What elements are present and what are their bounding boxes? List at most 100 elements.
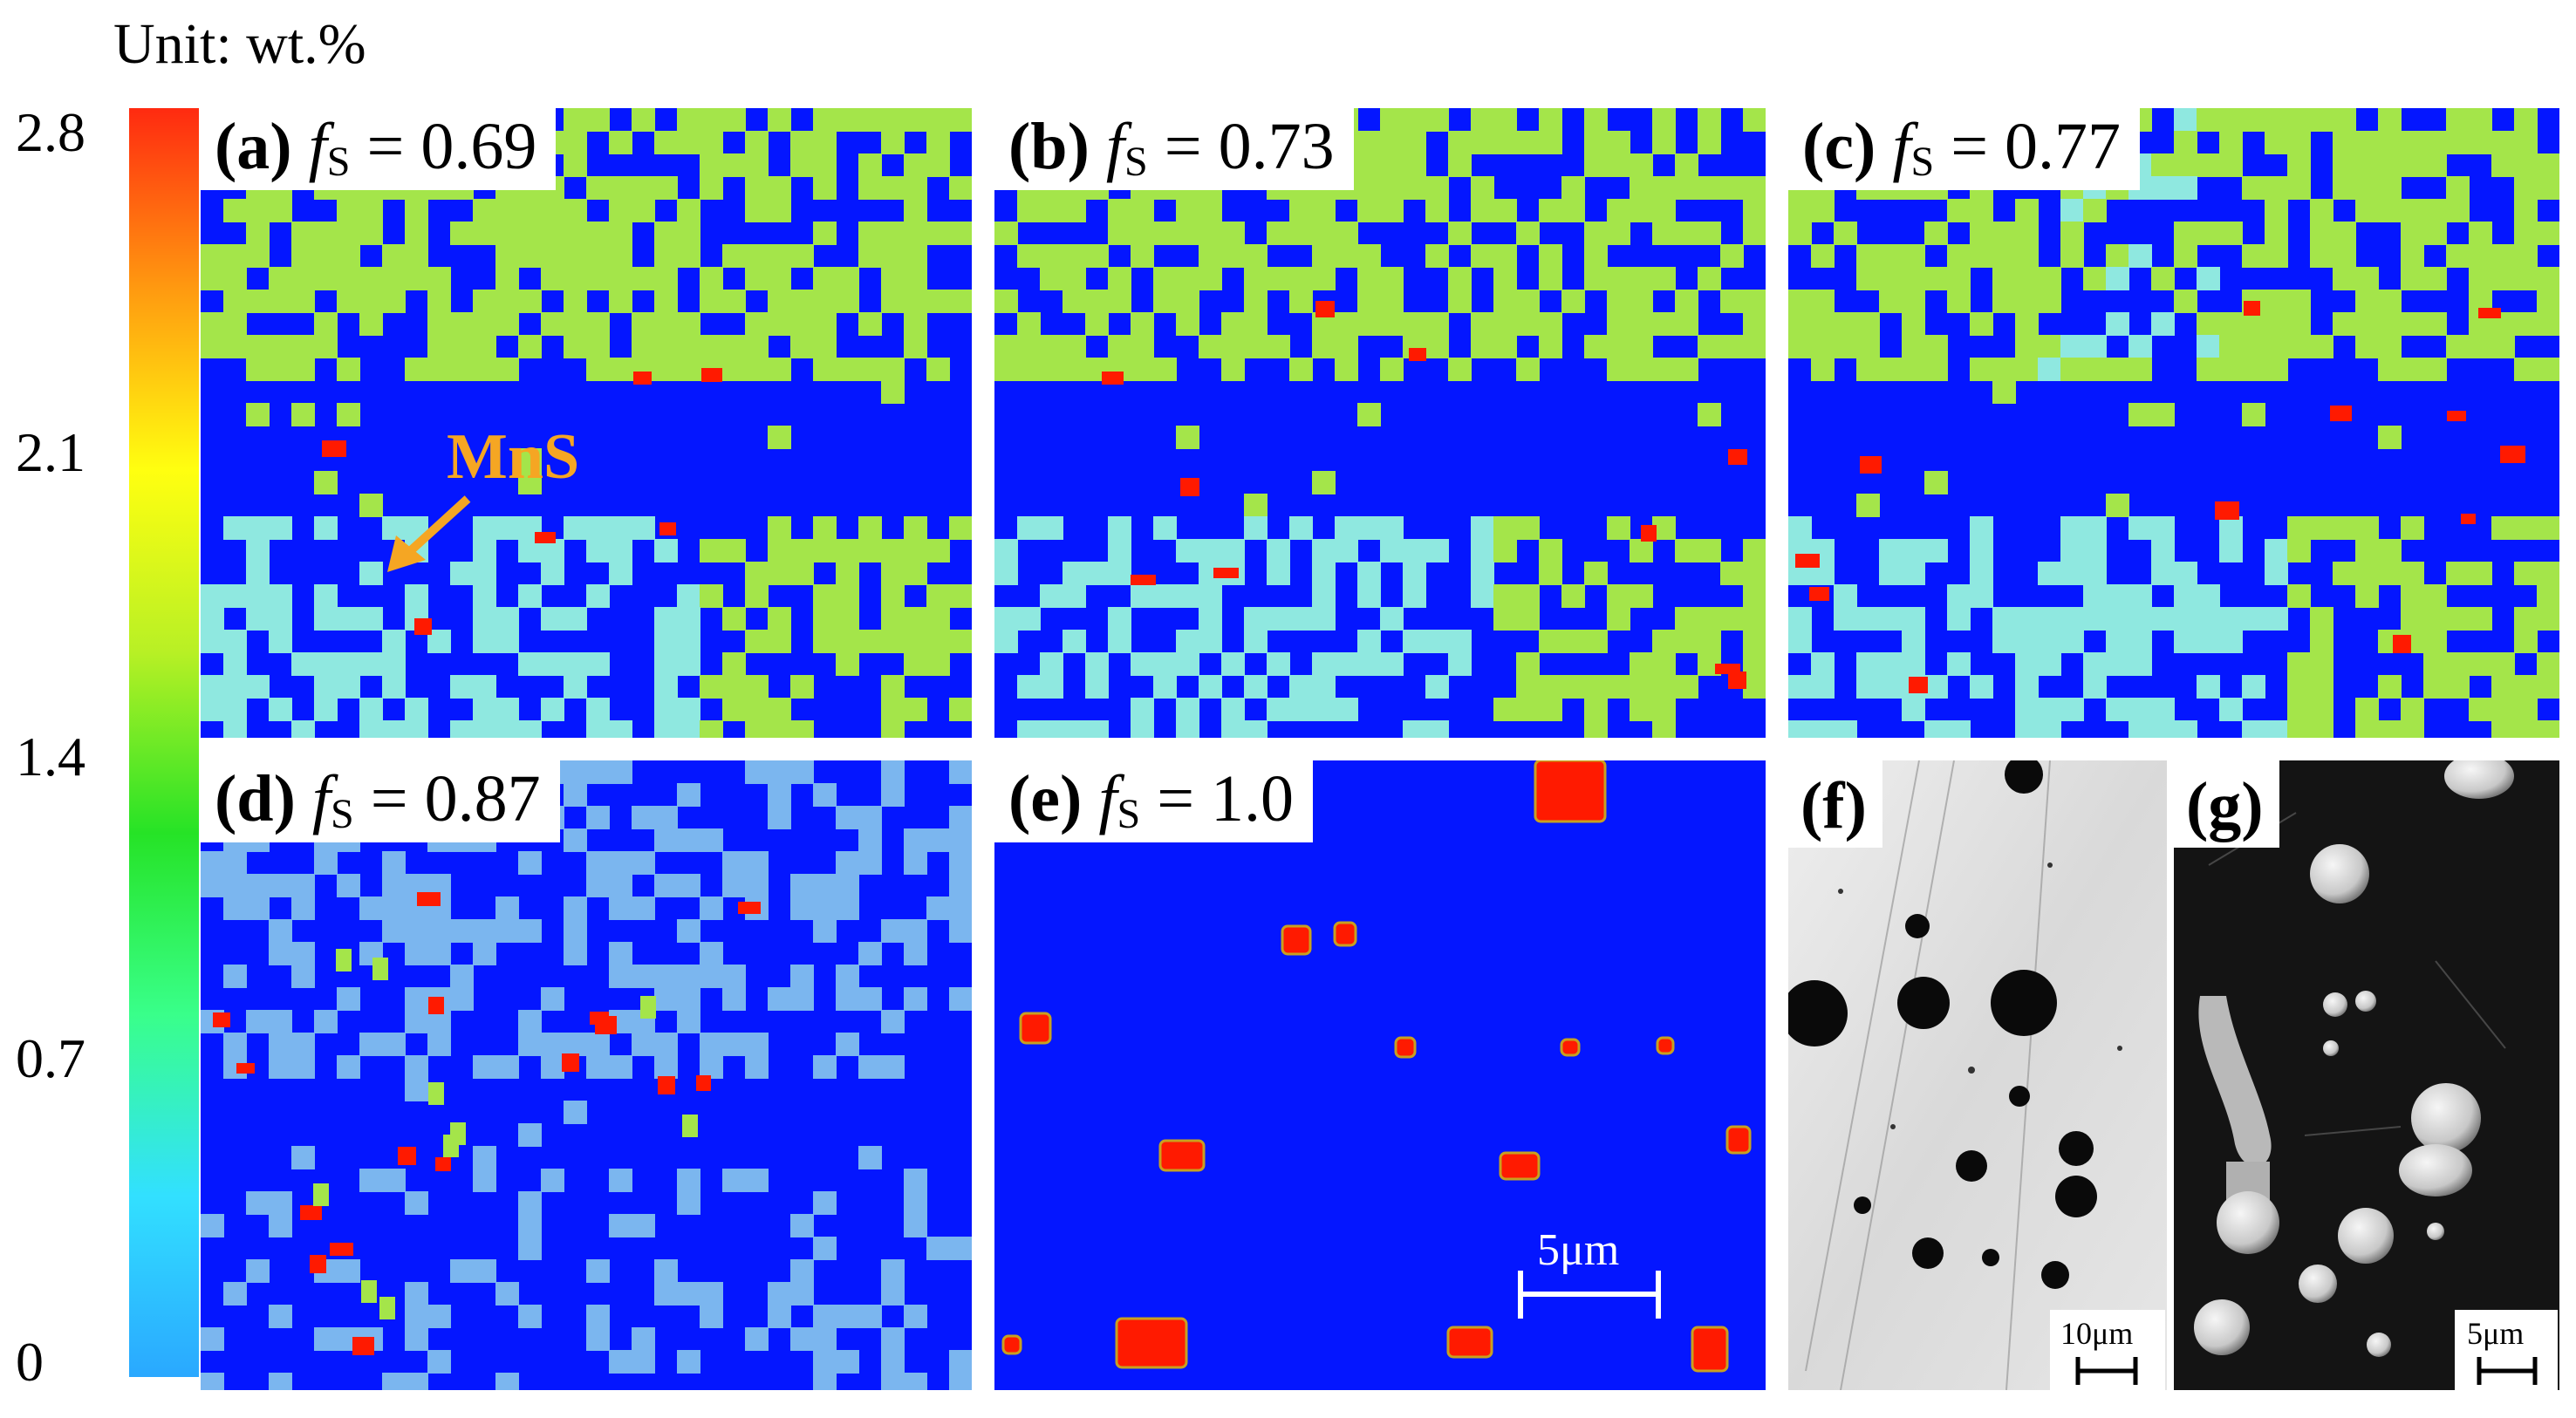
phase-cell — [654, 965, 678, 988]
phase-cell — [473, 675, 496, 699]
phase-cell — [2310, 675, 2333, 699]
phase-cell — [904, 1169, 927, 1192]
phase-cell — [495, 607, 519, 631]
phase-cell — [1970, 222, 1993, 245]
phase-cell — [813, 1350, 837, 1374]
phase-cell — [1063, 199, 1086, 222]
phase-cell — [2265, 720, 2288, 738]
phase-cell — [1131, 584, 1154, 608]
phase-cell — [632, 806, 655, 829]
phase-cell — [881, 131, 905, 154]
phase-cell — [949, 630, 972, 653]
panel-a-label: (a) fS = 0.69 — [201, 108, 557, 190]
phase-cell — [836, 987, 859, 1011]
phase-cell — [1448, 222, 1472, 245]
phase-cell — [337, 358, 360, 381]
phase-cell — [1584, 630, 1608, 653]
phase-cell — [836, 562, 859, 585]
phase-cell — [518, 1123, 542, 1147]
phase-cell — [2265, 244, 2288, 268]
phase-cell — [677, 874, 700, 897]
phase-cell — [2537, 176, 2559, 200]
phase-cell — [246, 222, 270, 245]
phase-cell — [246, 199, 270, 222]
phase-cell — [994, 222, 1018, 245]
phase-cell — [881, 783, 905, 807]
phase-cell — [201, 1214, 224, 1237]
phase-cell — [518, 335, 542, 358]
phase-cell — [881, 244, 905, 268]
phase-cell — [2287, 312, 2311, 336]
phase-cell — [2446, 199, 2470, 222]
phase-cell — [1811, 335, 1835, 358]
phase-cell — [1176, 199, 1199, 222]
phase-cell — [2401, 516, 2424, 540]
phase-cell — [1561, 584, 1585, 608]
phase-cell — [2151, 312, 2175, 336]
phase-cell — [2401, 312, 2424, 336]
phase-cell — [2469, 244, 2492, 268]
phase-cell — [564, 312, 587, 336]
phase-cell — [450, 987, 474, 1011]
phase-cell — [1108, 516, 1131, 540]
phase-cell — [1017, 675, 1041, 699]
phase-cell — [2355, 153, 2379, 177]
phase-cell — [881, 358, 905, 381]
phase-cell — [1357, 199, 1381, 222]
phase-cell — [858, 539, 882, 562]
phase-cell — [1743, 222, 1766, 245]
phase-cell — [2083, 584, 2107, 608]
phase-cell — [2423, 222, 2447, 245]
phase-cell — [1493, 584, 1517, 608]
phase-cell — [382, 244, 406, 268]
phase-cell — [1357, 244, 1381, 268]
phase-cell — [1788, 720, 1812, 738]
mns-particle — [701, 368, 722, 382]
mns-particle — [1315, 301, 1335, 317]
phase-cell — [201, 1373, 224, 1390]
mns-particle — [1333, 921, 1357, 947]
phase-cell — [2401, 199, 2424, 222]
phase-cell — [1312, 471, 1336, 494]
phase-cell — [2469, 652, 2492, 676]
phase-cell — [1516, 675, 1540, 699]
phase-cell — [632, 1214, 655, 1237]
phase-cell — [858, 153, 882, 177]
colorbar-tick: 2.8 — [16, 101, 85, 163]
phase-cell — [291, 222, 315, 245]
phase-cell — [813, 335, 837, 358]
phase-cell — [858, 851, 882, 875]
phase-cell — [2083, 267, 2107, 290]
phase-cell — [564, 335, 587, 358]
phase-cell — [904, 153, 927, 177]
phase-cell — [2128, 358, 2152, 381]
phase-cell — [2378, 153, 2402, 177]
phase-cell — [1493, 335, 1517, 358]
phase-cell — [1312, 267, 1336, 290]
phase-cell — [836, 607, 859, 631]
phase-cell — [1743, 539, 1766, 562]
phase-cell — [541, 222, 564, 245]
phase-cell — [586, 108, 610, 132]
phase-cell — [291, 358, 315, 381]
phase-cell — [640, 996, 656, 1019]
phase-cell — [2060, 539, 2084, 562]
phase-cell — [904, 176, 927, 200]
phase-cell — [1675, 607, 1698, 631]
phase-cell — [1221, 652, 1245, 676]
phase-cell — [2242, 312, 2265, 336]
phase-cell — [2514, 720, 2538, 738]
phase-cell — [1539, 335, 1562, 358]
phase-cell — [2151, 403, 2175, 426]
phase-cell — [722, 290, 746, 313]
phase-cell — [1584, 562, 1608, 585]
phase-cell — [881, 290, 905, 313]
phase-cell — [768, 562, 791, 585]
phase-cell — [518, 244, 542, 268]
mns-particle — [2244, 301, 2260, 316]
phase-cell — [1040, 652, 1063, 676]
phase-cell — [495, 312, 519, 336]
phase-cell — [632, 312, 655, 336]
phase-cell — [654, 987, 678, 1011]
